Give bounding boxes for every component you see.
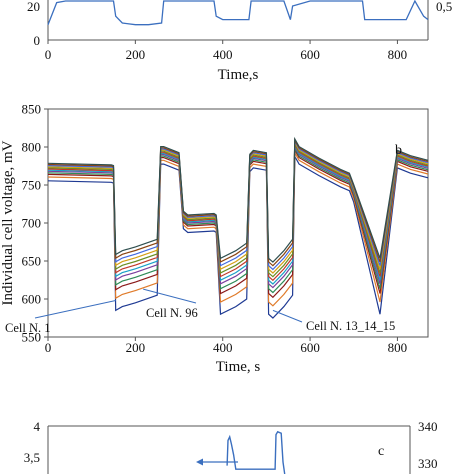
panel-a-y-tick-20: 20 [27, 0, 40, 14]
panel-a-x-tick-label: 800 [388, 47, 408, 62]
panel-c-right-tick-340: 340 [418, 419, 438, 434]
panel-b-annotation-label: Cell N. 96 [146, 306, 198, 320]
panel-c-arrow [196, 458, 238, 466]
panel-c-y-tick-3-5: 3,5 [24, 450, 40, 465]
panel-a-x-tick-label: 200 [126, 47, 146, 62]
panel-b-y-ticks: 550 600 650 700 750 800 850 [22, 102, 48, 345]
panel-a-series-line-0 [47, 0, 429, 26]
panel-a-x-ticks: 0 200 400 600 800 [45, 40, 407, 62]
panel-b-x-tick-label: 800 [388, 340, 408, 355]
panel-b-y-tick-label: 650 [22, 254, 42, 269]
panel-a-x-tick-label: 600 [300, 47, 320, 62]
panel-a-y-tick-0: 0 [34, 33, 41, 48]
panel-c-series-line-0 [226, 430, 286, 474]
panel-b-annotation-arrow [272, 309, 303, 323]
panel-b-annotation-label: Cell N. 1 [5, 321, 50, 335]
panel-b-series [47, 136, 429, 319]
panel-b-y-tick-label: 750 [22, 178, 42, 193]
panel-b-x-tick-label: 0 [45, 340, 52, 355]
panel-b-y-tick-label: 600 [22, 292, 42, 307]
panel-c: 4 3,5 340 330 c [24, 419, 438, 474]
panel-b-x-tick-label: 200 [126, 340, 146, 355]
panel-b-annotations: Cell N. 1 Cell N. 96 Cell N. 13_14_15 [5, 288, 395, 335]
panel-b-annotation-arrow [143, 288, 197, 304]
panel-a: 0 200 400 600 800 0 20 0,5 Time,s [27, 0, 452, 83]
panel-b-x-tick-label: 400 [213, 340, 233, 355]
panel-b-series-line-11 [47, 136, 429, 263]
panel-c-right-tick-330: 330 [418, 456, 438, 471]
panel-a-x-axis-title: Time,s [218, 67, 259, 83]
panel-a-x-tick-label: 400 [213, 47, 233, 62]
panel-b-letter: b [395, 143, 402, 158]
panel-c-series [226, 430, 286, 474]
panel-b-x-tick-label: 600 [300, 340, 320, 355]
panel-b-x-axis-title: Time, s [216, 359, 261, 375]
panel-a-right-tick: 0,5 [436, 0, 452, 14]
panel-a-x-tick-label: 0 [45, 47, 52, 62]
panel-b-x-ticks: 0 200 400 600 800 [45, 337, 407, 355]
panel-b-annotation-arrow [34, 300, 116, 319]
panel-b-y-tick-label: 700 [22, 216, 42, 231]
panel-b-y-tick-label: 800 [22, 140, 42, 155]
panel-b-y-tick-label: 550 [22, 330, 42, 345]
panel-b-y-axis-title: Individual cell voltage, mV [0, 140, 16, 305]
panel-b: 550 600 650 700 750 800 850 0 200 400 600 800 b Ce… [0, 102, 429, 375]
panel-c-y-tick-4: 4 [34, 419, 41, 434]
panel-a-series [47, 0, 429, 26]
panel-c-letter: c [378, 444, 384, 459]
panel-b-y-tick-label: 850 [22, 102, 42, 117]
panel-b-annotation-label: Cell N. 13_14_15 [306, 319, 395, 333]
